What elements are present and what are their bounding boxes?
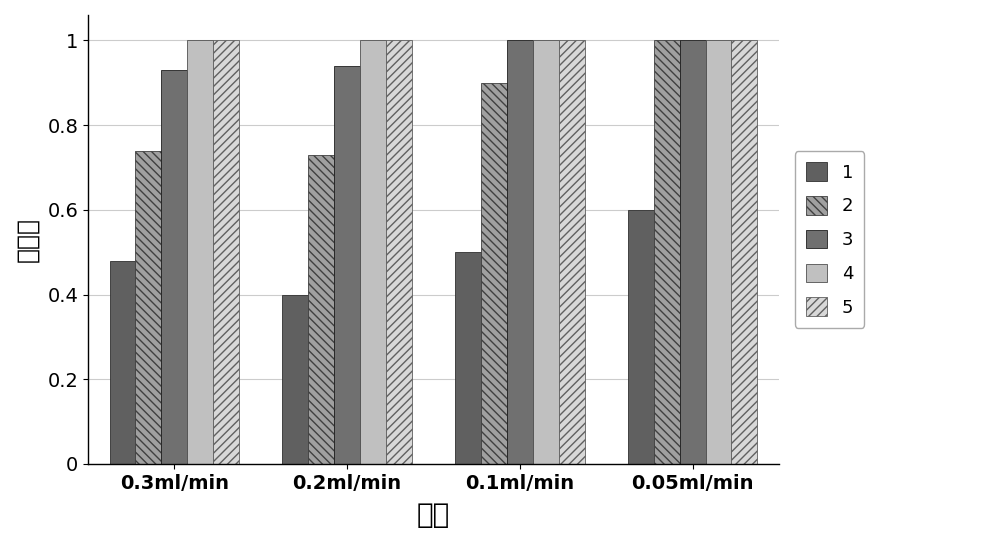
Bar bbox=[731, 40, 757, 464]
Bar bbox=[334, 66, 360, 464]
Bar bbox=[213, 40, 239, 464]
Bar bbox=[533, 40, 559, 464]
Bar bbox=[706, 40, 731, 464]
Bar bbox=[481, 83, 507, 464]
Legend: 1, 2, 3, 4, 5: 1, 2, 3, 4, 5 bbox=[795, 151, 864, 327]
Bar bbox=[628, 210, 654, 464]
Bar bbox=[654, 40, 680, 464]
Bar bbox=[308, 154, 334, 464]
Bar bbox=[161, 70, 187, 464]
Bar bbox=[187, 40, 213, 464]
X-axis label: 速率: 速率 bbox=[417, 501, 450, 529]
Bar bbox=[455, 252, 481, 464]
Bar bbox=[360, 40, 386, 464]
Y-axis label: 转化率: 转化率 bbox=[15, 217, 39, 262]
Bar bbox=[282, 294, 308, 464]
Bar bbox=[135, 151, 161, 464]
Bar bbox=[110, 261, 135, 464]
Bar bbox=[507, 40, 533, 464]
Bar bbox=[680, 40, 706, 464]
Bar bbox=[559, 40, 585, 464]
Bar bbox=[386, 40, 412, 464]
